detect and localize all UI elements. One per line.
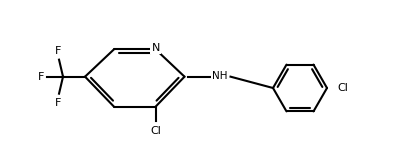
Text: NH: NH	[212, 71, 227, 81]
Text: Cl: Cl	[150, 126, 161, 136]
Text: N: N	[151, 43, 160, 53]
Text: F: F	[55, 46, 61, 56]
Text: Cl: Cl	[337, 83, 348, 93]
Text: F: F	[38, 72, 44, 82]
Text: F: F	[55, 98, 61, 108]
